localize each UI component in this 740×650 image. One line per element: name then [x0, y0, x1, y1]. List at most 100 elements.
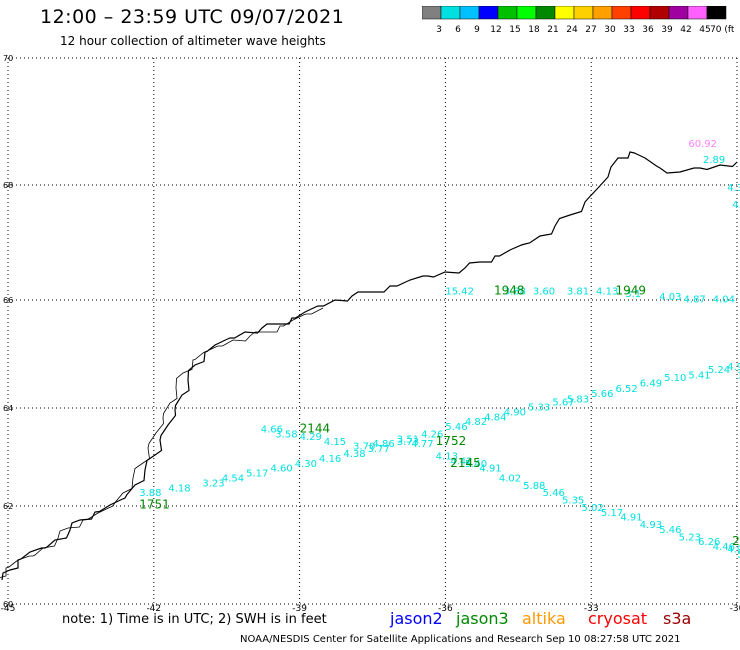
swh-value: 4.86: [373, 439, 395, 450]
swh-value: 4.03: [659, 292, 681, 303]
swh-value: 6.26: [698, 537, 720, 548]
x-tick-label: -45: [1, 604, 16, 614]
colorbar-label: 70 (ft): [710, 25, 734, 35]
swh-value: 5.66: [591, 389, 613, 400]
swh-value: 4.91: [479, 464, 501, 475]
colorbar-swatch: [478, 6, 499, 20]
pass-time-label: 2144: [300, 422, 331, 436]
x-tick-label: -42: [146, 604, 161, 614]
swh-value: 3.88: [504, 286, 526, 297]
map-title: 12:00 – 23:59 UTC 09/07/2021: [40, 6, 345, 28]
swh-value: 4.29: [300, 432, 322, 443]
footer-note: note: 1) Time is in UTC; 2) SWH is in fe…: [62, 612, 327, 627]
colorbar-swatch: [687, 6, 708, 20]
y-tick-label: 62: [3, 502, 13, 511]
colorbar-label: 30: [604, 25, 616, 35]
pass-time-label: 1948: [494, 283, 525, 297]
swh-value: 3.73: [397, 437, 419, 448]
colorbar-label: 27: [585, 25, 596, 35]
swh-value: 5.35: [562, 496, 584, 507]
pass-time-label: 2146: [732, 534, 740, 548]
coastline-islands: [0, 307, 324, 578]
y-tick-label: 68: [3, 181, 13, 190]
swh-value: 4.42: [450, 456, 472, 467]
y-tick-label: 70: [3, 54, 13, 63]
pass-time-label: 2145: [450, 456, 481, 470]
swh-value: 4.02: [499, 474, 521, 485]
swh-value: 6.52: [616, 384, 638, 395]
swh-value: 3.88: [139, 488, 161, 499]
swh-value: 3.58: [275, 429, 297, 440]
coastline-path: [1, 151, 738, 581]
colorbar-label: 12: [490, 25, 501, 35]
swh-value: 3.81: [567, 286, 589, 297]
greenland-coastline: [0, 151, 738, 581]
swh-value: 4.9: [727, 545, 740, 556]
swh-value: 5.10: [664, 373, 686, 384]
x-tick-label: -39: [292, 604, 307, 614]
swh-value: 3.70: [353, 442, 375, 453]
swh-value: 5.58: [737, 549, 740, 560]
colorbar-swatch: [440, 6, 461, 20]
colorbar-swatch: [497, 6, 518, 20]
swh-value: 5.17: [246, 469, 268, 480]
credit-line: NOAA/NESDIS Center for Satellite Applica…: [240, 634, 681, 645]
swh-value: 5.46: [659, 525, 681, 536]
swh-value: 3.77: [368, 444, 390, 455]
swh-value: 5.40: [465, 459, 487, 470]
swh-value: 5.02: [581, 503, 603, 514]
colorbar-label: 36: [642, 25, 654, 35]
swh-value: 5.24: [708, 365, 730, 376]
colorbar-swatch: [573, 6, 594, 20]
swh-value: 3.23: [202, 478, 224, 489]
swh-value: 4.30: [295, 459, 317, 470]
swh-value: 3.60: [533, 286, 555, 297]
x-tick-label: -30: [730, 604, 740, 614]
x-tick-label: -36: [438, 604, 453, 614]
swh-value: 4.38: [343, 449, 365, 460]
colorbar-swatch: [706, 6, 727, 20]
swh-value: 3.1: [625, 289, 641, 300]
swh-value: 175: [737, 370, 740, 381]
swh-value: 4.87: [684, 295, 706, 306]
swh-value: 4.36: [727, 183, 740, 194]
y-tick-label: 66: [3, 296, 13, 305]
swh-value: 4.18: [168, 483, 190, 494]
axis-tick-labels: -45 -42 -39 -36 -33 -30 60 62 64 66 68 70: [1, 54, 740, 614]
swh-value: 4.13: [596, 286, 618, 297]
colorbar-label: 21: [547, 25, 558, 35]
satellite-legend-altika: altika: [522, 609, 566, 628]
pass-time-label: 1751: [139, 497, 170, 511]
lat-lon-grid: [7, 57, 738, 605]
colorbar-label: 18: [528, 25, 540, 35]
swh-value: 4.13: [436, 451, 458, 462]
colorbar-label: 39: [661, 25, 673, 35]
swh-value: 4.46: [713, 542, 735, 553]
colorbar-label: 9: [474, 25, 480, 35]
colorbar-swatch: [649, 6, 670, 20]
swh-value: 4.66: [261, 425, 283, 436]
colorbar-swatch: [422, 6, 442, 20]
swh-value: 4.90: [504, 407, 526, 418]
swh-value: 4.15: [324, 437, 346, 448]
colorbar-label: 45: [699, 25, 710, 35]
colorbar-swatch: [535, 6, 556, 20]
swh-value: 5.88: [523, 481, 545, 492]
swh-value: 5.67: [552, 397, 574, 408]
satellite-legend-jason2: jason2: [390, 609, 443, 628]
swh-value: 5.83: [567, 395, 589, 406]
swh-value: 4.9: [727, 362, 740, 373]
colorbar-swatch: [459, 6, 480, 20]
colorbar-swatch: [611, 6, 632, 20]
colorbar-label: 3: [436, 25, 442, 35]
x-tick-label: -33: [584, 604, 599, 614]
colorbar-label: 42: [680, 25, 691, 35]
y-tick-label: 64: [3, 404, 13, 413]
swh-value: 4.93: [640, 520, 662, 531]
swh-value: 15.42: [445, 286, 474, 297]
swh-value: 2.89: [703, 155, 725, 166]
swh-value: 5.41: [688, 370, 710, 381]
satellite-legend-jason3: jason3: [456, 609, 509, 628]
swh-value: 5.23: [679, 532, 701, 543]
